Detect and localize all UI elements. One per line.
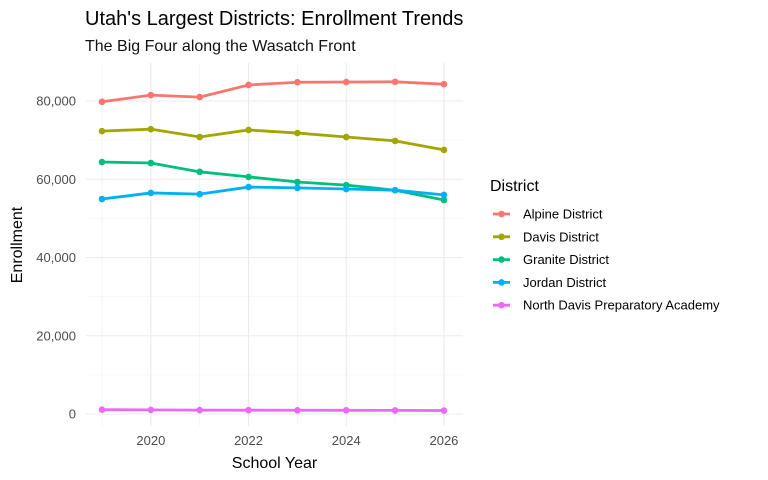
data-point	[196, 133, 203, 141]
series-line	[101, 185, 445, 201]
data-point	[294, 184, 301, 192]
series-line	[101, 80, 445, 104]
data-point	[440, 407, 448, 414]
data-point	[440, 80, 448, 88]
legend-label: North Davis Preparatory Academy	[523, 298, 720, 313]
data-point	[245, 173, 252, 181]
data-point	[196, 93, 203, 101]
data-point	[245, 183, 252, 191]
y-tick-label: 80,000	[36, 94, 76, 109]
data-point	[245, 406, 252, 414]
data-point	[440, 146, 448, 154]
data-point	[294, 178, 301, 186]
data-point	[196, 190, 203, 198]
y-tick-label: 60,000	[36, 172, 76, 187]
data-point	[98, 195, 106, 203]
legend-key-point	[498, 301, 505, 309]
legend-label: Davis District	[523, 229, 599, 244]
legend-key-point	[498, 279, 505, 286]
data-point	[98, 98, 106, 106]
data-point	[147, 406, 155, 414]
y-tick-label: 40,000	[36, 250, 76, 265]
y-axis-label: Enrollment	[9, 206, 26, 283]
data-point	[440, 191, 448, 199]
data-point	[98, 406, 106, 413]
data-point	[147, 159, 155, 167]
data-point	[196, 168, 203, 176]
data-point	[391, 407, 399, 414]
data-point	[294, 129, 301, 137]
x-tick-label: 2024	[332, 433, 361, 448]
y-tick-label: 0	[69, 407, 76, 422]
data-point	[196, 406, 203, 414]
legend-label: Granite District	[523, 252, 609, 267]
x-tick-label: 2026	[429, 433, 458, 448]
data-point	[342, 407, 350, 414]
legend-label: Alpine District	[523, 207, 603, 222]
data-point	[147, 91, 155, 99]
data-point	[342, 78, 350, 86]
data-point	[245, 126, 252, 134]
legend-key-point	[498, 233, 505, 241]
legend-label: Jordan District	[523, 275, 606, 290]
chart-subtitle: The Big Four along the Wasatch Front	[85, 38, 356, 55]
legend-key-point	[498, 256, 505, 263]
y-tick-label: 20,000	[36, 328, 76, 343]
x-tick-label: 2022	[234, 433, 263, 448]
data-point	[147, 125, 155, 133]
data-point	[342, 185, 350, 193]
data-point	[440, 196, 448, 204]
x-axis-label: School Year	[232, 455, 318, 472]
data-point	[294, 406, 301, 414]
series-line	[101, 408, 444, 412]
data-point	[391, 137, 399, 145]
chart-title: Utah's Largest Districts: Enrollment Tre…	[85, 8, 464, 30]
data-point	[391, 78, 399, 86]
data-point	[294, 78, 301, 86]
data-point	[391, 186, 399, 194]
data-point	[98, 127, 106, 135]
data-point	[98, 158, 106, 166]
series-line	[101, 127, 445, 152]
data-point	[342, 133, 350, 141]
data-point	[245, 81, 252, 89]
legend-key-point	[498, 210, 505, 218]
data-point	[147, 189, 155, 197]
x-tick-label: 2020	[136, 433, 165, 448]
legend-title: District	[490, 178, 539, 195]
